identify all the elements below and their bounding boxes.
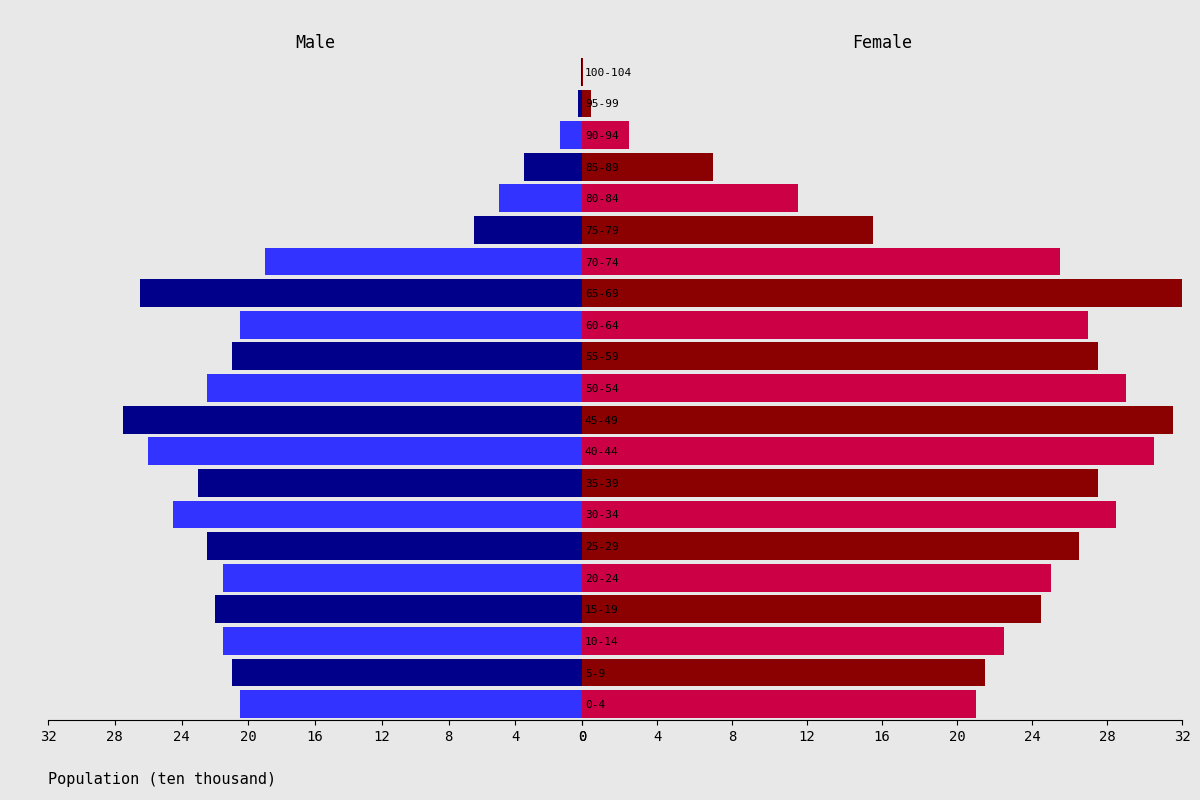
Bar	[582, 438, 1154, 465]
Title: Female: Female	[852, 34, 912, 52]
Bar	[582, 121, 629, 149]
Bar	[582, 184, 798, 212]
Bar	[223, 627, 582, 655]
Bar	[582, 658, 985, 686]
Bar	[232, 658, 582, 686]
Bar	[582, 248, 1060, 275]
Bar	[582, 690, 976, 718]
Bar	[582, 627, 1004, 655]
Bar	[474, 216, 582, 244]
Bar	[215, 595, 582, 623]
Bar	[578, 90, 582, 118]
Bar	[206, 374, 582, 402]
Bar	[582, 153, 713, 181]
Bar	[582, 406, 1172, 434]
Bar	[582, 342, 1098, 370]
Bar	[148, 438, 582, 465]
Bar	[582, 532, 1079, 560]
Bar	[173, 501, 582, 528]
Bar	[232, 342, 582, 370]
Bar	[582, 311, 1088, 338]
Text: Population (ten thousand): Population (ten thousand)	[48, 772, 276, 787]
Bar	[240, 311, 582, 338]
Bar	[139, 279, 582, 307]
Bar	[240, 690, 582, 718]
Bar	[223, 564, 582, 592]
Bar	[582, 279, 1182, 307]
Bar	[582, 595, 1042, 623]
Bar	[582, 374, 1126, 402]
Bar	[265, 248, 582, 275]
Bar	[498, 184, 582, 212]
Bar	[206, 532, 582, 560]
Bar	[560, 121, 582, 149]
Bar	[582, 564, 1051, 592]
Bar	[582, 469, 1098, 497]
Bar	[582, 90, 592, 118]
Bar	[523, 153, 582, 181]
Title: Male: Male	[295, 34, 335, 52]
Bar	[582, 216, 872, 244]
Bar	[124, 406, 582, 434]
Bar	[198, 469, 582, 497]
Bar	[582, 501, 1116, 528]
